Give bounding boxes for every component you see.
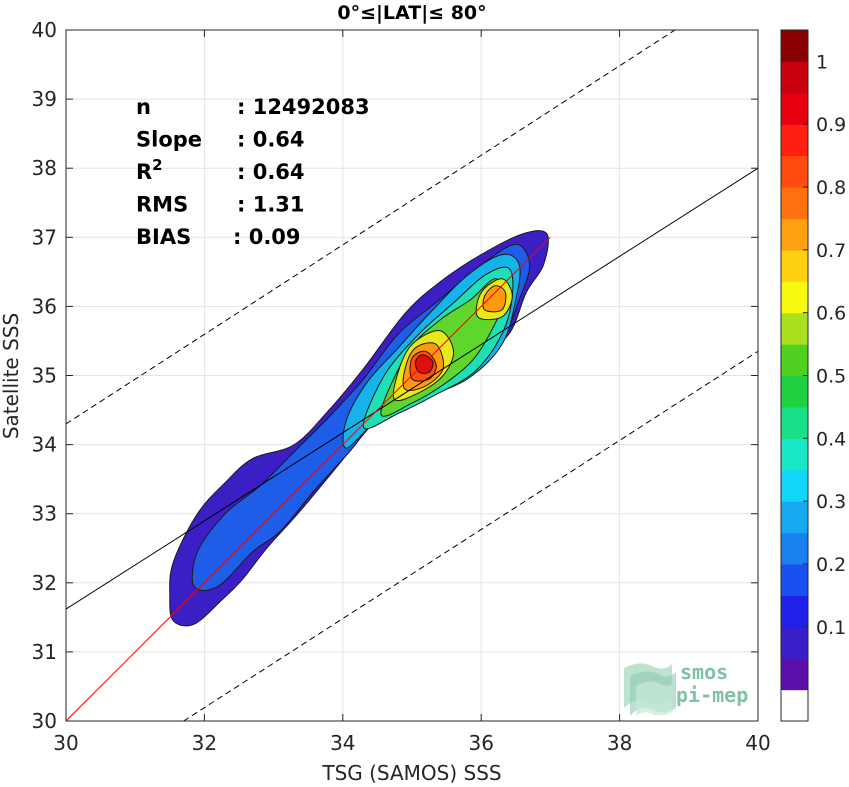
- stat-value: : 0.09: [233, 225, 301, 249]
- stat-label: n: [136, 95, 151, 119]
- colorbar-tick-label: 0.6: [816, 303, 846, 325]
- x-tick-label: 36: [468, 731, 493, 755]
- y-tick-label: 34: [32, 433, 57, 457]
- x-tick-label: 30: [53, 731, 78, 755]
- colorbar-tick-label: 0.1: [816, 617, 846, 639]
- colorbar-segment: [781, 406, 808, 439]
- colorbar-segment: [781, 501, 808, 534]
- regression-line: [66, 167, 758, 610]
- colorbar-tick-label: 1: [816, 51, 828, 73]
- stat-value: : 0.64: [237, 160, 305, 184]
- colorbar-segment: [781, 563, 808, 596]
- stat-value: : 12492083: [237, 95, 370, 119]
- x-tick-label: 38: [607, 731, 632, 755]
- axis-ticks: 30 32 34 36 38 40 30 31 32 33 34 35 36 37 38 39 40: [32, 18, 771, 755]
- colorbar-segment: [781, 61, 808, 94]
- y-tick-label: 32: [32, 571, 57, 595]
- stat-label: Slope: [136, 128, 202, 152]
- colorbar-segment: [781, 30, 808, 63]
- y-axis-label: Satellite SSS: [0, 313, 23, 439]
- logo-text-smos: smos: [680, 660, 728, 684]
- y-tick-label: 39: [32, 87, 57, 111]
- colorbar-tick-label: 0.8: [816, 177, 846, 199]
- y-tick-label: 40: [32, 18, 57, 42]
- colorbar-tick-label: 0.7: [816, 240, 846, 262]
- y-tick-label: 37: [32, 225, 57, 249]
- colorbar-segment: [781, 469, 808, 502]
- colorbar-tick-label: 0.9: [816, 114, 846, 136]
- y-tick-label: 38: [32, 156, 57, 180]
- x-tick-label: 32: [192, 731, 217, 755]
- colorbar: 0.1 0.2 0.3 0.4 0.5 0.6 0.7 0.8 0.9 1: [780, 29, 846, 722]
- colorbar-segment: [781, 658, 808, 691]
- colorbar-segment: [781, 124, 808, 157]
- logo-waves-icon: [624, 663, 676, 716]
- colorbar-segment: [781, 218, 808, 251]
- colorbar-segment: [781, 438, 808, 471]
- stat-value: : 0.64: [237, 128, 305, 152]
- colorbar-segment: [781, 689, 808, 722]
- colorbar-segment: [781, 344, 808, 377]
- colorbar-tick-label: 0.4: [816, 428, 846, 450]
- colorbar-tick-label: 0.2: [816, 554, 846, 576]
- stat-value: : 1.31: [237, 193, 305, 217]
- logo-text-pi-mep: pi-mep: [676, 683, 748, 707]
- colorbar-segment: [781, 375, 808, 408]
- y-tick-label: 31: [32, 640, 57, 664]
- smos-pi-mep-logo: smos pi-mep: [624, 660, 748, 716]
- x-tick-label: 34: [330, 731, 355, 755]
- y-tick-label: 35: [32, 364, 57, 388]
- colorbar-segment: [781, 626, 808, 659]
- colorbar-segment: [781, 249, 808, 282]
- reference-lines: [66, 30, 758, 721]
- colorbar-segment: [781, 187, 808, 220]
- upper-dashed-line: [66, 30, 676, 425]
- colorbar-tick-label: 0.3: [816, 491, 846, 513]
- colorbar-segment: [781, 155, 808, 188]
- stat-label: RMS: [136, 193, 188, 217]
- density-contour-0.7: [482, 285, 507, 313]
- colorbar-segment: [781, 532, 808, 565]
- lower-dashed-line: [183, 350, 758, 721]
- chart-title: 0°≤|LAT|≤ 80°: [337, 2, 486, 24]
- y-tick-label: 36: [32, 294, 57, 318]
- y-tick-label: 30: [32, 709, 57, 733]
- colorbar-tick-label: 0.5: [816, 366, 846, 388]
- stat-label: BIAS: [136, 225, 191, 249]
- x-axis-label: TSG (SAMOS) SSS: [321, 761, 501, 785]
- colorbar-segment: [781, 595, 808, 628]
- x-tick-label: 40: [745, 731, 770, 755]
- colorbar-segment: [781, 92, 808, 125]
- y-tick-label: 33: [32, 502, 57, 526]
- colorbar-segment: [781, 312, 808, 345]
- colorbar-segment: [781, 281, 808, 314]
- identity-line: [66, 236, 551, 721]
